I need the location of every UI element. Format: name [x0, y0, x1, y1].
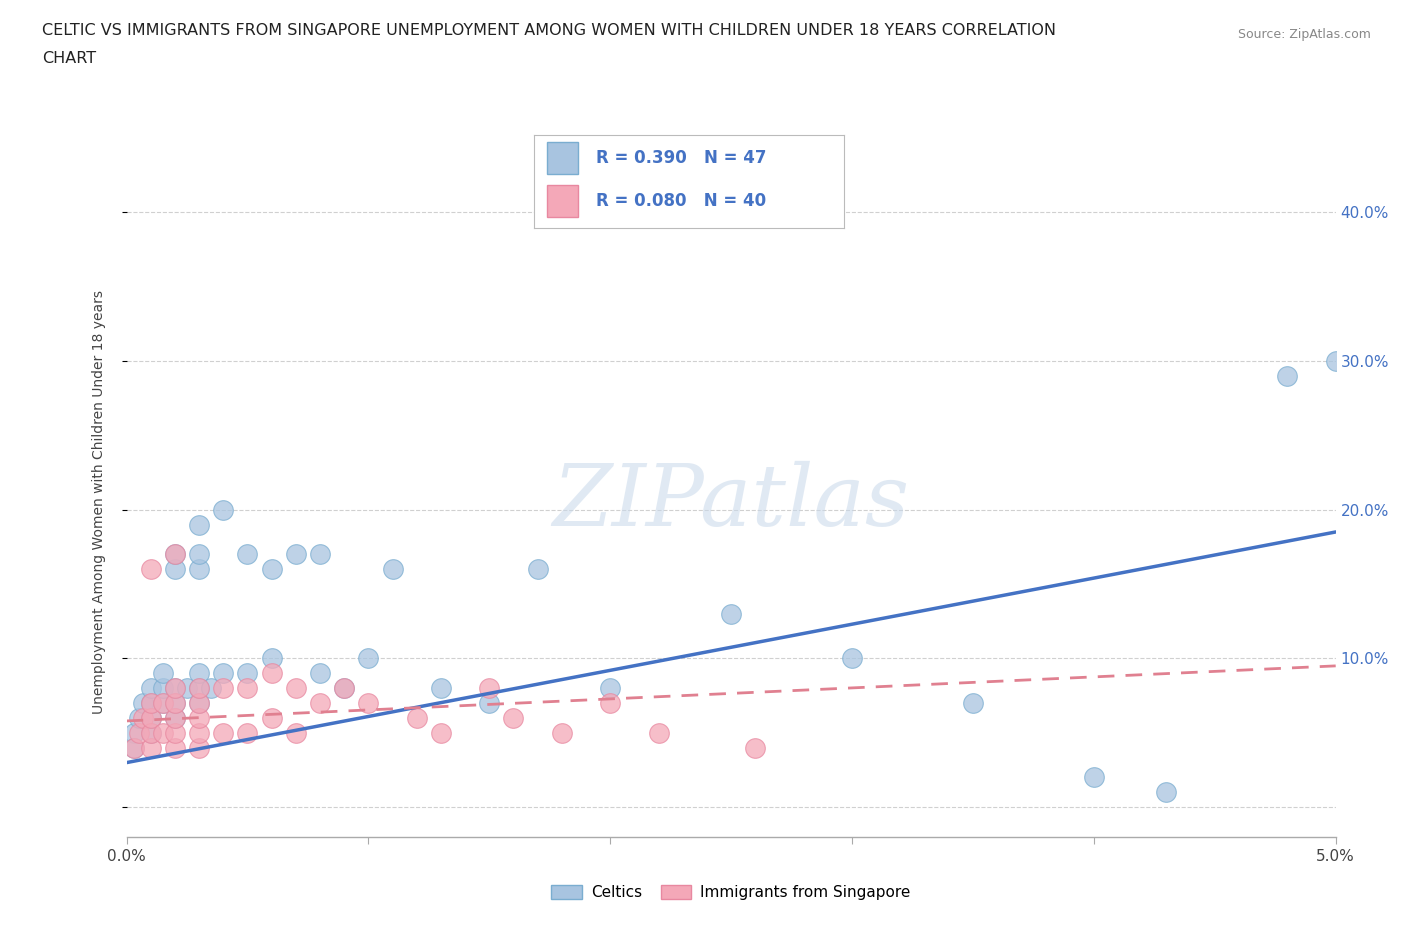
Point	[236, 681, 259, 696]
Point	[333, 681, 356, 696]
Point	[430, 681, 453, 696]
Point	[139, 562, 162, 577]
Point	[163, 681, 186, 696]
Point	[212, 681, 235, 696]
Point	[163, 711, 186, 725]
Point	[260, 651, 283, 666]
Point	[212, 725, 235, 740]
Point	[163, 547, 186, 562]
Point	[132, 711, 155, 725]
Point	[139, 711, 162, 725]
Point	[236, 666, 259, 681]
Point	[122, 725, 145, 740]
Point	[188, 725, 211, 740]
Point	[122, 740, 145, 755]
Point	[405, 711, 427, 725]
Text: R = 0.390   N = 47: R = 0.390 N = 47	[596, 149, 766, 167]
Point	[212, 502, 235, 517]
Point	[381, 562, 404, 577]
Point	[260, 666, 283, 681]
Point	[1156, 785, 1178, 800]
Point	[260, 562, 283, 577]
Point	[163, 740, 186, 755]
Point	[188, 696, 211, 711]
Point	[139, 711, 162, 725]
Point	[139, 696, 162, 711]
Point	[188, 666, 211, 681]
Point	[430, 725, 453, 740]
Point	[478, 681, 501, 696]
Point	[1324, 353, 1347, 368]
Point	[744, 740, 766, 755]
Point	[128, 725, 150, 740]
Point	[152, 681, 174, 696]
Point	[188, 740, 211, 755]
Point	[139, 725, 162, 740]
Point	[122, 740, 145, 755]
Point	[1083, 770, 1105, 785]
Point	[841, 651, 863, 666]
Point	[526, 562, 548, 577]
Point	[478, 696, 501, 711]
Point	[599, 696, 621, 711]
Point	[139, 725, 162, 740]
Point	[236, 725, 259, 740]
Bar	[547, 142, 578, 174]
Point	[309, 547, 332, 562]
Point	[200, 681, 222, 696]
Point	[152, 666, 174, 681]
Point	[139, 740, 162, 755]
Point	[309, 696, 332, 711]
Point	[188, 681, 211, 696]
Point	[152, 725, 174, 740]
Point	[236, 547, 259, 562]
Point	[188, 711, 211, 725]
Text: CELTIC VS IMMIGRANTS FROM SINGAPORE UNEMPLOYMENT AMONG WOMEN WITH CHILDREN UNDER: CELTIC VS IMMIGRANTS FROM SINGAPORE UNEM…	[42, 23, 1056, 38]
Point	[502, 711, 524, 725]
Point	[188, 517, 211, 532]
Text: R = 0.080   N = 40: R = 0.080 N = 40	[596, 192, 766, 210]
Bar	[547, 185, 578, 217]
Point	[284, 547, 307, 562]
Point	[260, 711, 283, 725]
Point	[139, 696, 162, 711]
Point	[163, 681, 186, 696]
Point	[284, 725, 307, 740]
Point	[152, 696, 174, 711]
Point	[163, 547, 186, 562]
Text: CHART: CHART	[42, 51, 96, 66]
Text: Source: ZipAtlas.com: Source: ZipAtlas.com	[1237, 28, 1371, 41]
Point	[962, 696, 984, 711]
Text: ZIPatlas: ZIPatlas	[553, 461, 910, 543]
Point	[152, 696, 174, 711]
Point	[139, 681, 162, 696]
Point	[188, 562, 211, 577]
Point	[163, 711, 186, 725]
Point	[163, 696, 186, 711]
Point	[212, 666, 235, 681]
Point	[720, 606, 742, 621]
Point	[333, 681, 356, 696]
Point	[1277, 368, 1299, 383]
Point	[163, 696, 186, 711]
Point	[163, 725, 186, 740]
Point	[357, 696, 380, 711]
Point	[188, 547, 211, 562]
Y-axis label: Unemployment Among Women with Children Under 18 years: Unemployment Among Women with Children U…	[91, 290, 105, 714]
Point	[163, 562, 186, 577]
Point	[284, 681, 307, 696]
Point	[309, 666, 332, 681]
Point	[188, 696, 211, 711]
Point	[128, 711, 150, 725]
Point	[176, 681, 198, 696]
Point	[551, 725, 574, 740]
Point	[357, 651, 380, 666]
Legend: Celtics, Immigrants from Singapore: Celtics, Immigrants from Singapore	[546, 879, 917, 907]
Point	[132, 696, 155, 711]
Point	[188, 681, 211, 696]
Point	[647, 725, 669, 740]
Point	[599, 681, 621, 696]
